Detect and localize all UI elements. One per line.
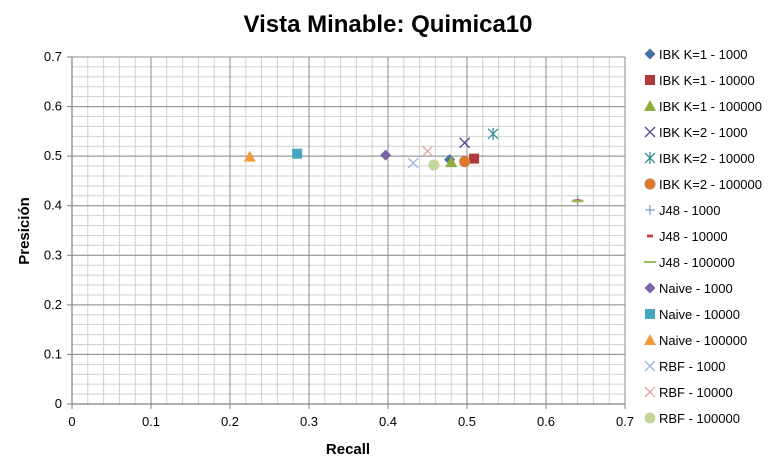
- legend-label-9: J48 - 100000: [659, 255, 735, 270]
- y-tick-label: 0.1: [44, 346, 62, 361]
- legend-label-13: RBF - 1000: [659, 359, 725, 374]
- legend-label-7: J48 - 1000: [659, 203, 720, 218]
- legend-marker-2: [645, 75, 655, 85]
- x-tick-label: 0.6: [537, 414, 555, 429]
- legend-marker-11: [645, 309, 655, 319]
- legend-marker-1: [644, 48, 656, 60]
- data-point-2: [469, 153, 480, 164]
- y-tick-label: 0.3: [44, 247, 62, 262]
- y-tick-label: 0: [55, 396, 62, 411]
- y-tick-label: 0.4: [44, 198, 62, 213]
- x-tick-label: 0.4: [379, 414, 397, 429]
- x-tick-label: 0.5: [458, 414, 476, 429]
- x-tick-label: 0.3: [300, 414, 318, 429]
- legend-label-6: IBK K=2 - 100000: [659, 177, 762, 192]
- legend-marker-7: [645, 205, 655, 215]
- data-point-6: [459, 156, 471, 168]
- y-axis-label: Presición: [16, 197, 33, 265]
- legend-marker-4: [644, 126, 656, 138]
- data-point-11: [292, 148, 303, 159]
- legend-label-10: Naive - 1000: [659, 281, 733, 296]
- legend-label-4: IBK K=2 - 1000: [659, 125, 748, 140]
- chart-title: Vista Minable: Quimica10: [244, 11, 533, 38]
- y-tick-label: 0.2: [44, 297, 62, 312]
- legend-label-14: RBF - 10000: [659, 385, 733, 400]
- data-point-4: [459, 137, 471, 149]
- data-point-14: [422, 145, 433, 157]
- plot-area: 0 0.1 0.2 0.3 0.4 0.5 0.6 0.7 0 0.1 0.2 0.3 0.4 0.5 0.…: [44, 49, 634, 429]
- legend-marker-3: [644, 100, 656, 111]
- y-tick-label: 0.5: [44, 148, 62, 163]
- legend-label-2: IBK K=1 - 10000: [659, 73, 755, 88]
- data-point-13: [407, 157, 419, 169]
- x-tick-label: 0.2: [221, 414, 239, 429]
- legend-label-3: IBK K=1 - 100000: [659, 99, 762, 114]
- legend-marker-15: [644, 412, 656, 424]
- data-point-12: [243, 150, 256, 162]
- legend-marker-6: [644, 178, 656, 190]
- y-tick-label: 0.6: [44, 99, 62, 114]
- x-tick-label: 0: [68, 414, 75, 429]
- legend-marker-12: [644, 334, 656, 345]
- legend-label-1: IBK K=1 - 1000: [659, 47, 748, 62]
- x-tick-label: 0.7: [616, 414, 634, 429]
- legend-label-15: RBF - 100000: [659, 411, 740, 426]
- legend-label-5: IBK K=2 - 10000: [659, 151, 755, 166]
- x-axis-label: Recall: [326, 441, 370, 458]
- legend-label-8: J48 - 10000: [659, 229, 728, 244]
- legend-marker-13: [644, 360, 656, 372]
- legend: IBK K=1 - 1000 IBK K=1 - 10000 IBK K=1 - 1…: [644, 47, 762, 426]
- data-point-15: [428, 159, 440, 171]
- data-point-10: [380, 149, 392, 161]
- legend-marker-5: [644, 152, 656, 164]
- legend-marker-14: [644, 386, 656, 398]
- x-tick-label: 0.1: [142, 414, 160, 429]
- data-point-5: [487, 127, 499, 140]
- y-tick-label: 0.7: [44, 49, 62, 64]
- legend-label-12: Naive - 100000: [659, 333, 747, 348]
- legend-marker-10: [644, 282, 656, 294]
- legend-label-11: Naive - 10000: [659, 307, 740, 322]
- data-point-3: [445, 156, 458, 168]
